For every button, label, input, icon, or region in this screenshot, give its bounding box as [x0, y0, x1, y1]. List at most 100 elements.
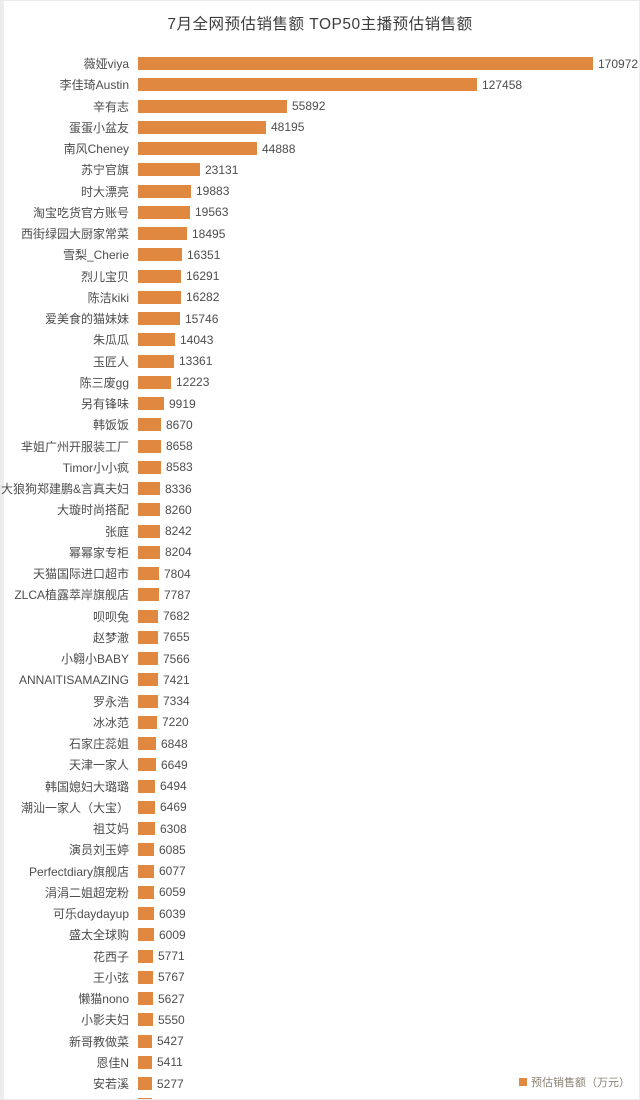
chart-row: ZLCA植露萃岸旗舰店 7787 — [1, 584, 639, 605]
bar-value-label: 44888 — [262, 141, 296, 156]
chart-row: 石家庄蕊姐 6848 — [1, 733, 639, 754]
bar-category-label: 赵梦澈 — [92, 630, 129, 645]
bar-category-label: 南风Cheney — [63, 142, 129, 157]
bar-category-label: 王小弦 — [92, 970, 129, 985]
bar-value-label: 19563 — [195, 205, 229, 220]
chart-title: 7月全网预估销售额 TOP50主播预估销售额 — [167, 16, 473, 33]
chart-row: 薇娅viya 170972 — [1, 53, 639, 74]
bar — [138, 715, 157, 729]
bar-category-label: 淘宝吃货官方账号 — [32, 205, 129, 220]
bar — [138, 1098, 152, 1099]
bar-value-label: 8260 — [165, 502, 192, 517]
bar-category-label: 蛋蛋小盆友 — [68, 120, 129, 135]
chart-row: ANNAITISAMAZING 7421 — [1, 669, 639, 690]
bar-value-label: 6649 — [161, 757, 188, 772]
bar-category-label: 可乐daydayup — [52, 907, 129, 922]
bar — [138, 503, 160, 517]
bar — [138, 970, 153, 984]
chart-row: 南风Cheney 44888 — [1, 138, 639, 159]
bar-category-label: 呗呗兔 — [92, 609, 129, 624]
legend-item[interactable]: 预估销售额（万元） — [519, 1074, 630, 1090]
bar-category-label: 烈儿宝贝 — [80, 269, 129, 284]
bar-rows: 薇娅viya 170972 李佳琦Austin 127458 辛有志 55892 蛋蛋小盆友… — [1, 53, 639, 1099]
chart-row: 淘宝吃货官方账号 19563 — [1, 202, 639, 223]
chart-row: 时大漂亮 19883 — [1, 181, 639, 202]
bar-category-label: 西街绿园大厨家常菜 — [20, 227, 129, 242]
bar-category-label: 花西子 — [92, 949, 129, 964]
bar-value-label: 6085 — [159, 842, 186, 857]
bar-category-label: 盛太全球购 — [68, 928, 129, 943]
bar — [138, 843, 154, 857]
bar-category-label: 冰冰范 — [92, 715, 129, 730]
bar-category-label: 时大漂亮 — [80, 184, 129, 199]
chart-row: 小翱小BABY 7566 — [1, 648, 639, 669]
bar-category-label: 幂幂家专柜 — [68, 545, 129, 560]
chart-row: 韩饭饭 8670 — [1, 414, 639, 435]
chart-row: 芈姐广州开服装工厂 8658 — [1, 436, 639, 457]
bar-value-label: 127458 — [482, 77, 523, 92]
chart-row: 烈儿宝贝 16291 — [1, 266, 639, 287]
bar-value-label: 14043 — [180, 332, 214, 347]
bar — [138, 78, 477, 92]
chart-row: 天津一家人 6649 — [1, 754, 639, 775]
bar-category-label: 大璇时尚搭配 — [56, 503, 129, 518]
bar — [138, 864, 154, 878]
bar — [138, 248, 182, 262]
bar-category-label: 芈姐广州开服装工厂 — [20, 439, 129, 454]
chart-row: 懒猫nono 5627 — [1, 988, 639, 1009]
bar-value-label: 6494 — [160, 779, 187, 794]
bar-value-label: 8658 — [166, 439, 193, 454]
bar-value-label: 7655 — [163, 630, 190, 645]
bar — [138, 822, 155, 836]
bar-category-label: ZLCA植露萃岸旗舰店 — [14, 588, 129, 603]
bar-value-label: 48195 — [271, 120, 305, 135]
chart-row: 玉匠人 13361 — [1, 351, 639, 372]
chart-row: Perfectdiary旗舰店 6077 — [1, 861, 639, 882]
bar-value-label: 6077 — [159, 864, 186, 879]
bar — [138, 57, 593, 71]
chart-row: 大璇时尚搭配 8260 — [1, 499, 639, 520]
bar — [138, 1055, 152, 1069]
bar-category-label: 安若溪 — [92, 1077, 129, 1092]
bar — [138, 885, 154, 899]
chart-row: 盛太全球购 6009 — [1, 924, 639, 945]
bar — [138, 567, 159, 581]
bar-value-label: 8204 — [165, 545, 192, 560]
bar-value-label: 7566 — [163, 651, 190, 666]
bar — [138, 1077, 152, 1091]
bar — [138, 800, 155, 814]
chart-row: 新哥教做菜 5427 — [1, 1031, 639, 1052]
bar-value-label: 8583 — [166, 460, 193, 475]
chart-row: 陈洁kiki 16282 — [1, 287, 639, 308]
bar-value-label: 5767 — [158, 970, 185, 985]
bar-value-label: 5427 — [157, 1034, 184, 1049]
bar — [138, 312, 180, 326]
chart-row — [1, 1094, 639, 1099]
chart-row: 大狼狗郑建鹏&言真夫妇 8336 — [1, 478, 639, 499]
bar-category-label: 天猫国际进口超市 — [32, 567, 129, 582]
bar-category-label: 苏宁官旗 — [80, 163, 129, 178]
bar-value-label: 7682 — [163, 609, 190, 624]
bar-category-label: 祖艾妈 — [92, 822, 129, 837]
bar-value-label: 5627 — [158, 991, 185, 1006]
bar-category-label: 天津一家人 — [68, 758, 129, 773]
bar-category-label: 石家庄蕊姐 — [68, 737, 129, 752]
chart-row: 朱瓜瓜 14043 — [1, 329, 639, 350]
bar-category-label: 雪梨_Cherie — [62, 248, 129, 263]
chart-row: Timor小小疯 8583 — [1, 457, 639, 478]
bar-value-label: 5550 — [158, 1012, 185, 1027]
bar — [138, 588, 159, 602]
bar-value-label: 8336 — [165, 481, 192, 496]
bar — [138, 482, 160, 496]
bar-category-label: 李佳琦Austin — [59, 78, 129, 93]
chart-row: 冰冰范 7220 — [1, 712, 639, 733]
bar-value-label: 55892 — [292, 99, 326, 114]
bar — [138, 184, 191, 198]
bar-category-label: 懒猫nono — [78, 992, 129, 1007]
legend-swatch-icon — [519, 1078, 527, 1086]
bar-value-label: 7787 — [164, 587, 191, 602]
chart-row: 可乐daydayup 6039 — [1, 903, 639, 924]
bar — [138, 205, 190, 219]
chart-row: 小影夫妇 5550 — [1, 1009, 639, 1030]
chart-row: 苏宁官旗 23131 — [1, 159, 639, 180]
